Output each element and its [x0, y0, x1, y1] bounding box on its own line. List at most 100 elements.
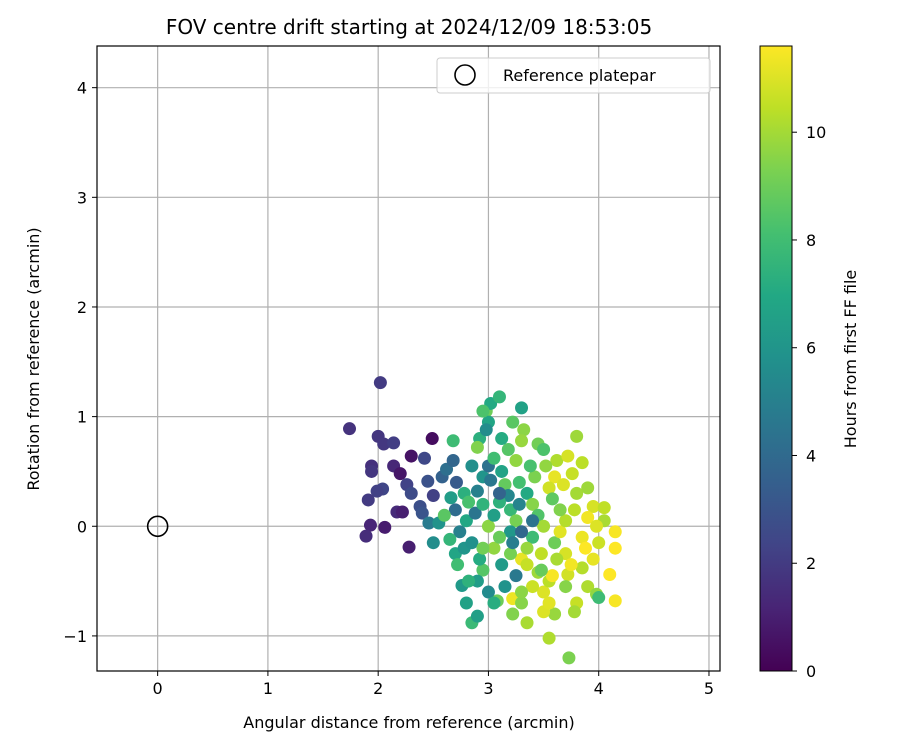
- data-point: [451, 558, 465, 572]
- colorbar-tick-label: 4: [806, 446, 816, 465]
- chart-title: FOV centre drift starting at 2024/12/09 …: [166, 15, 652, 39]
- data-point: [515, 525, 529, 539]
- data-point: [395, 505, 409, 519]
- data-point: [592, 591, 606, 605]
- data-point: [537, 585, 551, 599]
- data-point: [509, 569, 523, 583]
- data-point: [465, 459, 479, 473]
- data-point: [470, 609, 484, 623]
- data-point: [545, 492, 559, 506]
- data-point: [534, 547, 548, 561]
- y-tick-label: 4: [77, 79, 87, 98]
- data-point: [393, 467, 407, 481]
- data-point: [526, 580, 540, 594]
- data-point: [537, 443, 551, 457]
- y-tick-label: 2: [77, 298, 87, 317]
- colorbar-gradient: [759, 45, 793, 672]
- data-point: [503, 525, 517, 539]
- data-point: [377, 437, 391, 451]
- data-point: [570, 486, 584, 500]
- data-point: [465, 536, 479, 550]
- data-point: [495, 558, 509, 572]
- colorbar-ticks: 0 2 4 6 8 10: [792, 123, 826, 681]
- data-point: [359, 529, 373, 543]
- data-point: [387, 436, 401, 450]
- data-point: [567, 503, 581, 517]
- data-point: [542, 596, 556, 610]
- colorbar-tick-label: 0: [806, 662, 816, 681]
- legend-box: [436, 57, 711, 94]
- data-point: [426, 489, 440, 503]
- data-point: [608, 525, 622, 539]
- data-point: [509, 453, 523, 467]
- data-point: [487, 508, 501, 522]
- data-point: [550, 453, 564, 467]
- data-point: [503, 547, 517, 561]
- data-point: [498, 580, 512, 594]
- data-point: [562, 651, 576, 665]
- data-point: [378, 520, 392, 534]
- data-point: [495, 464, 509, 478]
- data-point: [520, 541, 534, 555]
- data-point: [492, 390, 506, 404]
- data-point: [446, 434, 460, 448]
- data-point: [575, 456, 589, 470]
- data-point: [363, 518, 377, 532]
- data-point: [468, 506, 482, 520]
- data-point: [495, 432, 509, 446]
- data-point: [425, 432, 439, 446]
- x-axis-label: Angular distance from reference (arcmin): [243, 713, 574, 732]
- data-point: [592, 536, 606, 550]
- data-point: [506, 415, 520, 429]
- data-point: [539, 459, 553, 473]
- data-point: [537, 519, 551, 533]
- data-point: [528, 470, 542, 484]
- data-point: [526, 514, 540, 528]
- data-point: [548, 607, 562, 621]
- data-point: [501, 443, 515, 457]
- data-point: [402, 540, 416, 554]
- data-point: [556, 478, 570, 492]
- data-point: [473, 552, 487, 566]
- data-point: [561, 568, 575, 582]
- data-point: [415, 506, 429, 520]
- data-point: [565, 467, 579, 481]
- data-point: [446, 453, 460, 467]
- data-point: [567, 605, 581, 619]
- y-tick-label: 3: [77, 188, 87, 207]
- data-point: [586, 500, 600, 514]
- data-point: [462, 495, 476, 509]
- y-tick-label: 0: [77, 517, 87, 536]
- data-point: [373, 376, 387, 390]
- grid-lines: [97, 46, 720, 671]
- data-point: [459, 596, 473, 610]
- data-point: [343, 422, 357, 436]
- data-point: [526, 530, 540, 544]
- legend-marker-icon: [454, 64, 476, 86]
- colorbar-tick-label: 8: [806, 231, 816, 250]
- data-point: [506, 607, 520, 621]
- data-point: [520, 558, 534, 572]
- data-point: [404, 486, 418, 500]
- data-point: [545, 569, 559, 583]
- data-point: [470, 484, 484, 498]
- data-point: [422, 516, 436, 530]
- data-point: [470, 440, 484, 454]
- data-point: [476, 404, 490, 418]
- data-point: [542, 631, 556, 645]
- data-point: [421, 474, 435, 488]
- data-point: [581, 481, 595, 495]
- data-point: [449, 475, 463, 489]
- data-point: [542, 481, 556, 495]
- colorbar-label: Hours from first FF file: [841, 270, 860, 449]
- data-point: [526, 497, 540, 511]
- x-tick-label: 4: [594, 679, 604, 698]
- data-point: [487, 596, 501, 610]
- data-point: [597, 501, 611, 515]
- colorbar-tick-label: 6: [806, 339, 816, 358]
- data-point: [487, 541, 501, 555]
- data-point: [484, 473, 498, 487]
- plot-frame: [96, 45, 721, 672]
- data-point: [459, 514, 473, 528]
- data-point: [481, 585, 495, 599]
